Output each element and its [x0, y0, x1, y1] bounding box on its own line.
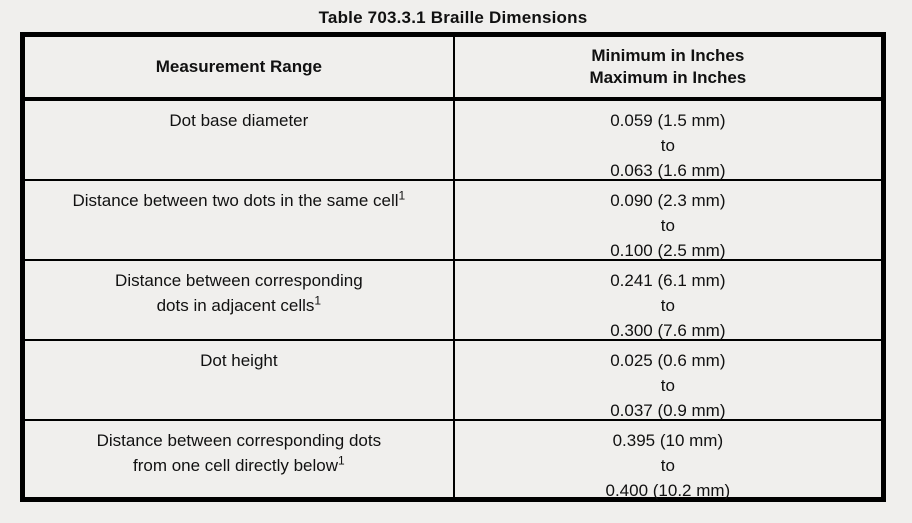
- range-cell: 0.025 (0.6 mm) to 0.037 (0.9 mm): [455, 341, 881, 420]
- footnote-marker: 1: [338, 453, 345, 468]
- measurement-cell: Distance between corresponding dots from…: [25, 421, 455, 497]
- max-value: 0.100 (2.5 mm): [610, 241, 726, 260]
- min-value: 0.395 (10 mm): [612, 431, 724, 450]
- range-separator: to: [660, 296, 675, 315]
- measurement-text: Distance between corresponding dots in a…: [115, 271, 363, 315]
- measurement-text: Distance between two dots in the same ce…: [72, 191, 399, 210]
- range-cell: 0.090 (2.3 mm) to 0.100 (2.5 mm): [455, 181, 881, 260]
- max-value: 0.300 (7.6 mm): [610, 321, 726, 340]
- range-cell: 0.059 (1.5 mm) to 0.063 (1.6 mm): [455, 101, 881, 180]
- measurement-text: Dot height: [200, 351, 278, 370]
- min-value: 0.025 (0.6 mm): [610, 351, 726, 370]
- range-separator: to: [660, 376, 675, 395]
- measurement-text: Distance between corresponding dots from…: [96, 431, 382, 475]
- table-header-row: Measurement Range Minimum in Inches Maxi…: [25, 37, 881, 101]
- range-cell: 0.395 (10 mm) to 0.400 (10.2 mm): [455, 421, 881, 500]
- min-value: 0.059 (1.5 mm): [610, 111, 726, 130]
- table-row: Distance between corresponding dots from…: [25, 421, 881, 500]
- max-value: 0.037 (0.9 mm): [610, 401, 726, 420]
- measurement-cell: Dot height: [25, 341, 455, 419]
- footnote-marker: 1: [314, 293, 322, 308]
- range-separator: to: [660, 456, 675, 475]
- measurement-cell: Distance between two dots in the same ce…: [25, 181, 455, 259]
- min-value: 0.090 (2.3 mm): [610, 191, 726, 210]
- range-separator: to: [660, 216, 675, 235]
- max-value: 0.063 (1.6 mm): [610, 161, 726, 180]
- min-value: 0.241 (6.1 mm): [610, 271, 726, 290]
- header-measurement-range-label: Measurement Range: [155, 57, 322, 76]
- table-row: Dot base diameter 0.059 (1.5 mm) to 0.06…: [25, 101, 881, 181]
- table-row: Distance between corresponding dots in a…: [25, 261, 881, 341]
- measurement-cell: Dot base diameter: [25, 101, 455, 179]
- range-cell: 0.241 (6.1 mm) to 0.300 (7.6 mm): [455, 261, 881, 340]
- table-row: Distance between two dots in the same ce…: [25, 181, 881, 261]
- braille-dimensions-table: Measurement Range Minimum in Inches Maxi…: [20, 32, 886, 502]
- range-separator: to: [660, 136, 675, 155]
- document-title: Table 703.3.1 Braille Dimensions: [318, 8, 588, 27]
- measurement-text: Dot base diameter: [169, 111, 309, 130]
- measurement-cell: Distance between corresponding dots in a…: [25, 261, 455, 339]
- header-min-max-label: Minimum in Inches Maximum in Inches: [589, 46, 747, 87]
- max-value: 0.400 (10.2 mm): [605, 481, 731, 500]
- table-row: Dot height 0.025 (0.6 mm) to 0.037 (0.9 …: [25, 341, 881, 421]
- footnote-marker: 1: [398, 188, 406, 203]
- header-cell-min-max: Minimum in Inches Maximum in Inches: [455, 37, 881, 97]
- header-cell-measurement-range: Measurement Range: [25, 37, 455, 97]
